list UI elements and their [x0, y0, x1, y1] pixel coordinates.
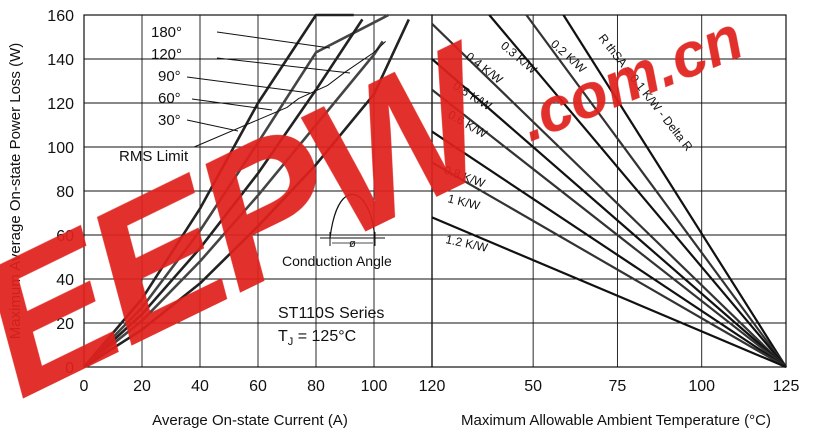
thermal-resistance-line	[431, 216, 787, 369]
thermal-resistance-line	[525, 14, 787, 368]
watermark-suffix-text: .com.cn	[509, 3, 752, 155]
power-curve	[83, 18, 410, 369]
leader-60	[191, 98, 273, 111]
rms-limit-label: RMS Limit	[119, 148, 189, 165]
x-tick-label: 100	[688, 378, 715, 395]
x-tick-label: 100	[361, 378, 388, 395]
right-x-axis-title: Maximum Allowable Ambient Temperature (°…	[461, 412, 771, 429]
thermal-resistance-line	[431, 23, 787, 368]
right-grid	[432, 15, 786, 367]
thermal-resistance-line	[431, 88, 787, 368]
left-x-axis-title: Average On-state Current (A)	[152, 412, 348, 429]
x-tick-label: 0	[80, 378, 89, 395]
x-tick-label: 40	[191, 378, 209, 395]
conduction-angle-inset: ø Conduction Angle	[282, 193, 392, 269]
leader-30	[186, 119, 239, 132]
left-x-tick-labels: 0 20 40 60 80 100	[80, 378, 388, 395]
thermal-resistance-lines	[431, 14, 787, 369]
leader-180	[216, 31, 331, 49]
y-axis-title: Maximum Average On-state Power Loss (W)	[7, 43, 24, 339]
leader-90	[186, 76, 311, 94]
y-tick-label: 140	[47, 52, 74, 69]
device-series-label: ST110S Series	[278, 305, 384, 322]
label-60-deg: 60°	[158, 90, 181, 107]
x-tick-label: 20	[133, 378, 151, 395]
rms-limit-line	[194, 41, 386, 148]
y-tick-label: 80	[56, 184, 74, 201]
x-tick-label: 50	[524, 378, 542, 395]
y-tick-label: 60	[56, 228, 74, 245]
label-30-deg: 30°	[158, 112, 181, 129]
x-tick-label: 80	[307, 378, 325, 395]
x-tick-label: 125	[773, 378, 800, 395]
y-tick-label: 0	[65, 360, 74, 377]
thermal-resistance-line	[431, 161, 787, 368]
label-90-deg: 90°	[158, 68, 181, 85]
thermal-resistance-label: 0.3 K/W	[498, 39, 540, 78]
thermal-resistance-line	[431, 58, 787, 368]
y-tick-label: 20	[56, 316, 74, 333]
inset-phi-symbol: ø	[349, 238, 356, 250]
angle-leader-lines	[186, 31, 351, 132]
right-plot-frame	[431, 14, 787, 368]
thermal-resistance-line	[431, 130, 787, 368]
power-curve	[83, 18, 364, 368]
x-tick-label: 75	[609, 378, 627, 395]
y-tick-label: 100	[47, 140, 74, 157]
label-180-deg: 180°	[151, 24, 182, 41]
conduction-angle-curves	[83, 13, 410, 369]
right-x-tick-labels: 120 50 75 100 125	[419, 378, 800, 395]
y-tick-label: 160	[47, 8, 74, 25]
power-curve	[83, 13, 390, 368]
power-curve	[83, 40, 384, 369]
thermal-resistance-label: 1.2 K/W	[444, 232, 489, 255]
thermal-resistance-line	[562, 14, 787, 368]
y-tick-label: 120	[47, 96, 74, 113]
thermal-resistance-label: 0.4 K/W	[463, 49, 506, 87]
watermark-main-text: EEPW	[0, 3, 537, 434]
thermal-resistance-line	[488, 14, 787, 368]
junction-temperature-label: TJ = 125°C	[278, 328, 356, 348]
power-curve	[83, 13, 354, 368]
left-grid	[84, 15, 432, 367]
leader-120	[216, 57, 351, 74]
eepw-watermark: EEPW .com.cn	[0, 3, 752, 434]
inset-label: Conduction Angle	[282, 253, 392, 269]
label-120-deg: 120°	[151, 46, 182, 63]
inset-half-sine	[329, 193, 376, 239]
x-tick-label: 120	[419, 378, 446, 395]
x-tick-label: 60	[249, 378, 267, 395]
y-tick-label: 40	[56, 272, 74, 289]
left-y-tick-labels: 0 20 40 60 80 100 120 140 160	[47, 8, 74, 377]
